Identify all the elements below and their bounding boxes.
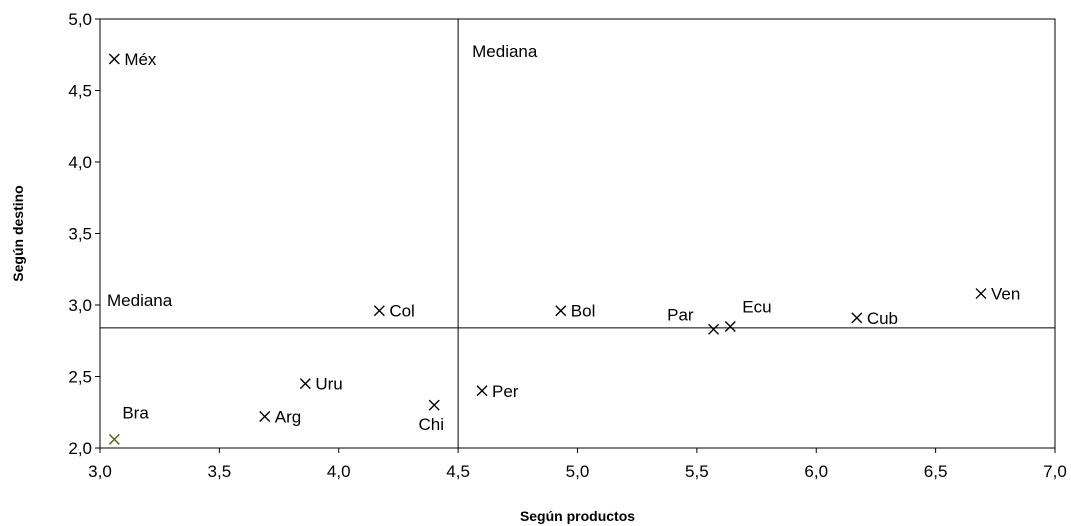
x-marker <box>975 288 987 300</box>
x-marker <box>373 305 385 317</box>
point-label: Arg <box>275 408 301 427</box>
x-tick-label: 4,5 <box>446 462 470 481</box>
point-label: Par <box>667 305 694 324</box>
data-point-bol: Bol <box>555 302 596 321</box>
point-label: Uru <box>315 375 342 394</box>
median-vertical-label: Mediana <box>472 42 538 61</box>
point-label: Ven <box>991 285 1020 304</box>
median-horizontal-label: Mediana <box>107 291 173 310</box>
y-tick-label: 4,5 <box>68 82 92 101</box>
x-axis-title: Según productos <box>520 508 635 524</box>
plot-area <box>99 18 1056 449</box>
point-label: Per <box>492 382 519 401</box>
y-axis-ticks: 2,0 2,5 3,0 3,5 4,0 4,5 5,0 <box>68 10 100 458</box>
x-tick-label: 5,0 <box>566 462 590 481</box>
data-point-ven: Ven <box>975 285 1020 304</box>
x-marker <box>299 378 311 390</box>
x-marker <box>108 53 120 65</box>
data-point-arg: Arg <box>259 408 301 427</box>
y-tick-label: 4,0 <box>68 153 92 172</box>
point-label: Ecu <box>742 297 771 316</box>
x-tick-label: 7,0 <box>1043 462 1067 481</box>
y-tick-label: 2,0 <box>68 439 92 458</box>
x-axis-ticks: 3,0 3,5 4,0 4,5 5,0 5,5 6,0 6,5 7,0 <box>88 448 1067 481</box>
y-tick-label: 2,5 <box>68 368 92 387</box>
data-point-per: Per <box>476 382 519 401</box>
y-axis-title: Según destino <box>10 185 26 281</box>
data-point-cub: Cub <box>851 309 898 328</box>
data-point-col: Col <box>373 302 415 321</box>
x-marker <box>108 433 120 445</box>
data-points: Méx Col Bol Par Ecu Cub Ven Uru Per Arg Chi Bra <box>108 50 1020 445</box>
x-tick-label: 3,0 <box>88 462 112 481</box>
x-tick-label: 6,5 <box>924 462 948 481</box>
x-marker <box>724 320 736 332</box>
x-marker <box>555 305 567 317</box>
point-label: Bol <box>571 302 596 321</box>
point-label: Cub <box>867 309 898 328</box>
x-tick-label: 6,0 <box>804 462 828 481</box>
y-tick-label: 3,0 <box>68 296 92 315</box>
point-label: Bra <box>122 403 149 422</box>
y-tick-label: 5,0 <box>68 10 92 29</box>
x-marker <box>708 323 720 335</box>
x-marker <box>259 411 271 423</box>
x-tick-label: 5,5 <box>685 462 709 481</box>
x-marker <box>851 312 863 324</box>
x-tick-label: 4,0 <box>327 462 351 481</box>
data-point-ecu: Ecu <box>724 297 772 332</box>
x-tick-label: 3,5 <box>208 462 232 481</box>
data-point-méx: Méx <box>108 50 157 69</box>
y-tick-label: 3,5 <box>68 225 92 244</box>
point-label: Chi <box>418 415 444 434</box>
data-point-par: Par <box>667 305 720 335</box>
data-point-bra: Bra <box>108 403 149 445</box>
x-marker <box>476 385 488 397</box>
point-label: Méx <box>124 50 157 69</box>
data-point-uru: Uru <box>299 375 343 394</box>
point-label: Col <box>389 302 415 321</box>
x-marker <box>428 399 440 411</box>
data-point-chi: Chi <box>418 399 444 434</box>
median-lines: Mediana Mediana <box>100 19 1055 448</box>
